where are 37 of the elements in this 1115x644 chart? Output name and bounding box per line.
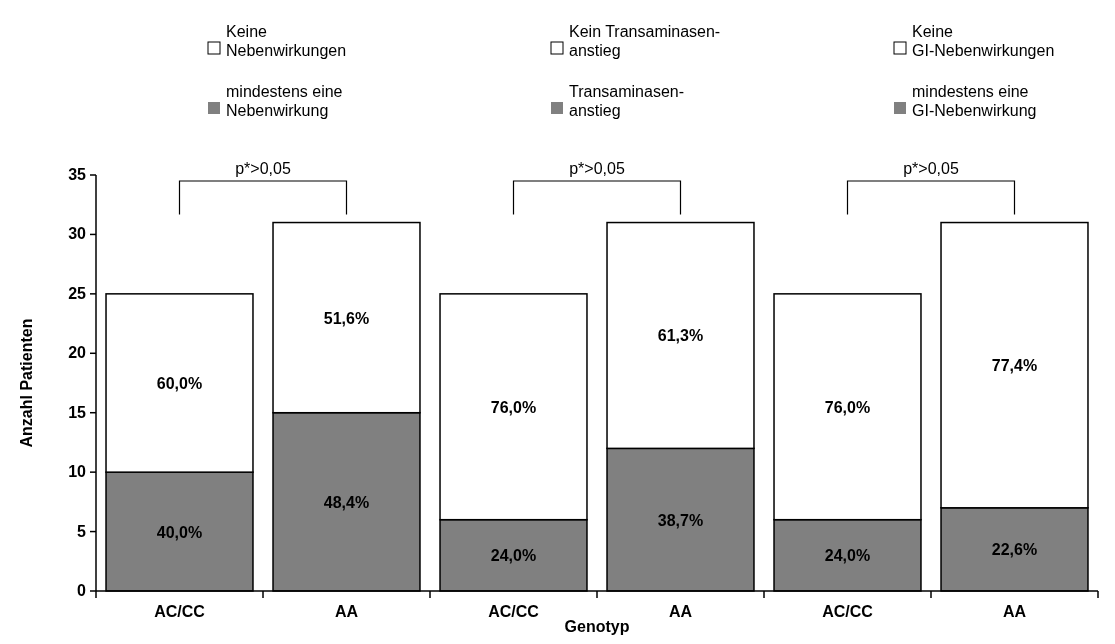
x-tick-label: AC/CC [822, 603, 874, 620]
y-axis-title: Anzahl Patienten [18, 318, 35, 448]
legend-label: Kein Transaminasen- anstieg [569, 23, 721, 60]
annotation: 61,3% [657, 327, 704, 345]
y-tick-label: 15 [68, 403, 87, 421]
annotation: 51,6% [323, 309, 370, 327]
annotation: 22,6% [991, 541, 1038, 559]
legend-label: Transaminasen- anstieg [569, 83, 685, 120]
annotation: 76,0% [490, 398, 537, 416]
annotation: 76,0% [824, 398, 871, 416]
y-tick-label: 0 [77, 582, 87, 599]
legend-label: Keine GI-Nebenwirkungen [912, 23, 1055, 60]
x-tick-label: AC/CC [154, 603, 206, 620]
annotation: p*>0,05 [235, 160, 291, 177]
y-tick-label: 5 [77, 522, 87, 540]
y-tick-label: 35 [68, 166, 87, 183]
legend-label: Keine Nebenwirkungen [226, 23, 347, 60]
annotation: p*>0,05 [903, 160, 959, 177]
annotation: 40,0% [156, 523, 203, 541]
x-tick-label: AC/CC [488, 603, 540, 620]
legend-label: mindestens eine GI-Nebenwirkung [912, 83, 1037, 120]
annotation: p*>0,05 [569, 160, 625, 177]
x-tick-label: AA [1002, 603, 1027, 620]
x-axis-title: Genotyp [564, 618, 630, 635]
annotation: 77,4% [991, 357, 1038, 375]
y-tick-label: 20 [68, 344, 87, 362]
x-tick-label: AA [334, 603, 359, 620]
annotation: 60,0% [156, 375, 203, 392]
y-tick-label: 25 [68, 284, 87, 302]
annotation: 24,0% [824, 547, 871, 565]
x-tick-label: AA [668, 603, 693, 620]
annotation: 24,0% [490, 547, 537, 565]
y-tick-label: 10 [68, 463, 87, 481]
annotation: 38,7% [657, 511, 704, 529]
legend-label: mindestens eine Nebenwirkung [226, 83, 343, 120]
annotation: 48,4% [323, 493, 370, 511]
y-tick-label: 30 [68, 225, 87, 243]
